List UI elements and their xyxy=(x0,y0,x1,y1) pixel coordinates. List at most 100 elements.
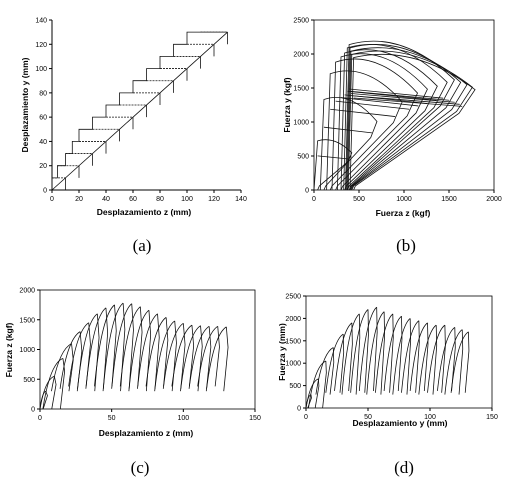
cycle-load-5-d xyxy=(334,322,353,392)
cycle-load-19-c xyxy=(188,325,210,389)
cycle-load-9-c xyxy=(102,302,124,392)
cycle-unload-10-c xyxy=(128,303,134,389)
y-tick-label-c: 500 xyxy=(23,377,35,384)
x-tick-label-b: 0 xyxy=(312,196,316,203)
cycle-load-2-c xyxy=(42,358,64,410)
x-tick-label-a: 0 xyxy=(50,196,54,203)
y-tick-label-a: 140 xyxy=(35,18,47,25)
y-tick-label-b: 2500 xyxy=(293,18,309,25)
cycle-unload-19-c xyxy=(206,326,212,389)
cycle-load-7-d xyxy=(350,309,369,393)
cycle-load-17-d xyxy=(437,327,456,392)
y-tick-label-a: 80 xyxy=(39,90,47,97)
loop-4-b xyxy=(337,53,428,191)
cycle-load-17-c xyxy=(171,324,193,387)
cycle-load-21-c xyxy=(205,326,227,392)
caption-d: (d) xyxy=(394,458,414,477)
y-tick-label-c: 2000 xyxy=(19,288,35,295)
diagonal-line-a xyxy=(51,31,228,191)
y-tick-label-b: 0 xyxy=(305,188,309,195)
y-tick-label-a: 100 xyxy=(35,66,47,73)
cycle-unload-3-c xyxy=(68,343,74,392)
cycle-unload-1-c xyxy=(51,376,57,410)
cycle-unload-19-d xyxy=(464,331,470,393)
cycle-load-16-c xyxy=(162,322,184,389)
cycle-unload-14-c xyxy=(163,317,169,387)
y-tick-label-a: 40 xyxy=(39,139,47,146)
y-axis-title-c: Fuerza z (kgf) xyxy=(4,322,14,377)
cycle-unload-3-d xyxy=(329,347,335,395)
cycle-load-1-c xyxy=(39,375,55,410)
y-tick-label-d: 2000 xyxy=(285,316,301,323)
y-tick-label-b: 500 xyxy=(297,154,309,161)
cycle-load-12-c xyxy=(128,309,150,392)
x-axis-title-a: Desplazamiento z (mm) xyxy=(97,207,192,217)
cycle-unload-12-d xyxy=(406,318,412,395)
x-tick-label-b: 1000 xyxy=(396,196,412,203)
cycle-load-20-c xyxy=(197,325,218,387)
loop-8-b xyxy=(346,44,462,191)
cycle-unload-2-c xyxy=(59,358,66,410)
cycle-load-9-d xyxy=(366,311,385,395)
y-axis-title-b: Fuerza y (kgf) xyxy=(282,77,292,132)
cycle-load-11-c xyxy=(119,306,141,387)
loop-return-10-b xyxy=(351,95,460,105)
cycle-load-14-d xyxy=(409,322,428,392)
chart-b: 0 500 1000 1500 2000 0 500 1000 1500 2000 2500 xyxy=(293,18,501,204)
loop-7-b xyxy=(345,40,455,191)
cycle-load-1-d xyxy=(305,378,319,409)
cycle-load-15-c xyxy=(154,320,175,392)
x-tick-label-a: 60 xyxy=(129,196,137,203)
cycle-unload-8-d xyxy=(373,307,378,392)
cycle-load-3-c xyxy=(51,343,72,392)
x-tick-label-c: 100 xyxy=(177,415,189,422)
cycle-unload-10-d xyxy=(389,313,394,393)
cycle-load-10-d xyxy=(375,313,394,393)
cycle-unload-14-d xyxy=(423,322,429,392)
cycle-load-4-c xyxy=(59,331,81,389)
loop-11-b xyxy=(349,53,476,191)
x-tick-label-a: 40 xyxy=(102,196,110,203)
y-tick-label-b: 1000 xyxy=(293,120,309,127)
caption-b: (b) xyxy=(396,236,416,255)
x-tick-label-a: 140 xyxy=(235,196,247,203)
cycle-unload-11-d xyxy=(397,316,403,392)
cycle-load-13-d xyxy=(401,320,420,393)
y-tick-label-c: 1500 xyxy=(19,317,35,324)
loop-return-4-b xyxy=(340,97,419,107)
y-tick-label-b: 1500 xyxy=(293,86,309,93)
cycle-load-18-d xyxy=(444,329,463,395)
cycle-load-13-c xyxy=(137,313,158,389)
x-tick-label-d: 150 xyxy=(486,414,498,421)
loop-return-3-b xyxy=(335,100,410,110)
cycle-load-18-c xyxy=(180,325,201,392)
loop-return-2-b xyxy=(330,108,396,117)
cycle-unload-21-c xyxy=(223,326,229,392)
loop-return-11-b xyxy=(353,97,463,107)
x-tick-label-a: 120 xyxy=(208,196,220,203)
loop-6-b xyxy=(343,44,448,191)
y-tick-label-d: 500 xyxy=(289,383,301,390)
cycle-load-15-d xyxy=(418,324,437,395)
x-tick-label-b: 2000 xyxy=(486,196,502,203)
y-tick-label-d: 1000 xyxy=(285,361,301,368)
loop-return-8-b xyxy=(349,90,450,101)
cycle-unload-0-c xyxy=(42,391,48,410)
cycle-unload-7-c xyxy=(102,307,109,389)
x-tick-label-c: 0 xyxy=(38,415,42,422)
plot-frame-d xyxy=(305,295,493,409)
y-tick-label-a: 120 xyxy=(35,42,47,49)
y-tick-label-a: 60 xyxy=(39,115,47,122)
x-tick-label-a: 100 xyxy=(181,196,193,203)
loop-return-7-b xyxy=(349,88,444,99)
x-axis-title-c: Desplazamiento z (mm) xyxy=(99,428,194,438)
x-tick-label-c: 150 xyxy=(249,415,261,422)
y-tick-label-c: 0 xyxy=(31,407,35,414)
cycle-load-7-c xyxy=(85,307,107,389)
cycle-load-6-d xyxy=(341,313,360,395)
cycle-load-8-c xyxy=(94,304,115,387)
x-axis-title-d: Desplazamiento y (mm) xyxy=(353,418,448,428)
cycle-load-6-c xyxy=(76,313,98,392)
